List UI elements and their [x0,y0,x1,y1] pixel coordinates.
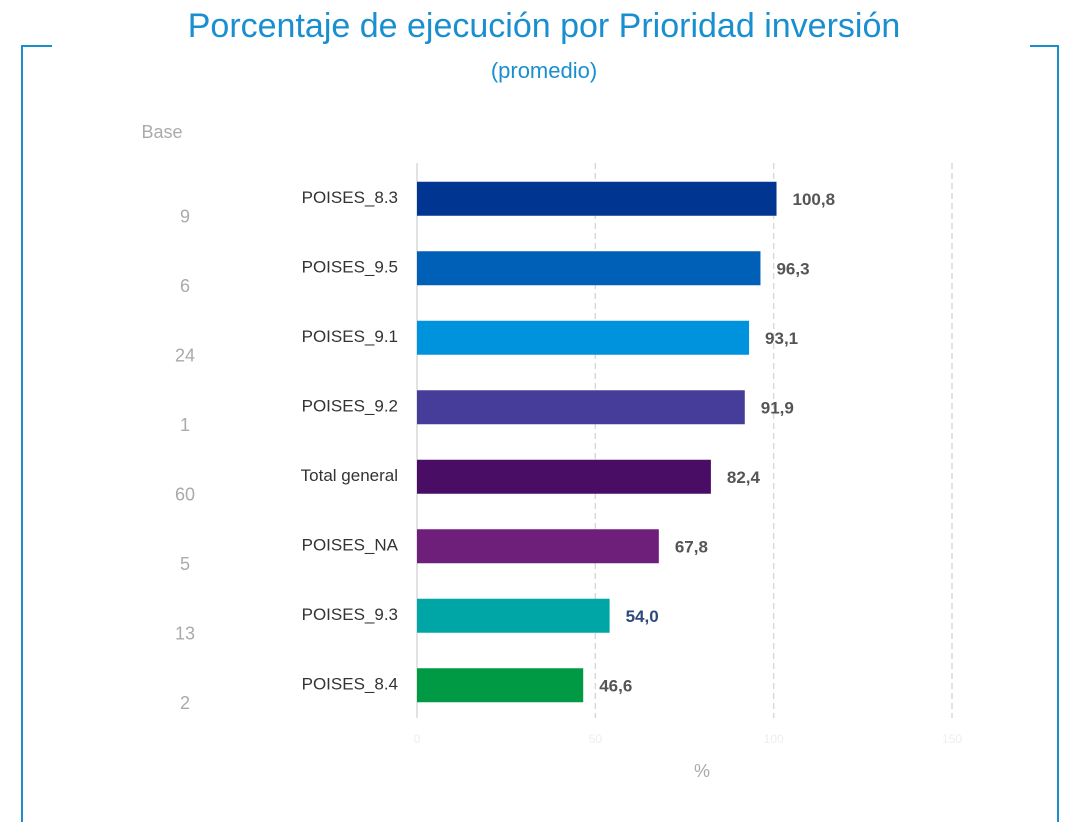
bar [417,529,659,564]
chart-subtitle: (promedio) [491,58,597,83]
base-value: 5 [180,554,190,574]
y-tick-label: POISES_9.5 [302,258,398,277]
base-value: 13 [175,624,195,644]
x-tick-label: 0 [414,732,421,746]
y-tick-label: POISES_8.3 [302,188,398,207]
y-tick-label: POISES_9.2 [302,397,398,416]
bar [417,459,711,494]
y-tick-label: POISES_NA [302,536,399,555]
value-label: 54,0 [626,607,659,626]
base-value: 2 [180,693,190,713]
bar [417,390,745,425]
value-label: 93,1 [765,329,798,348]
base-value: 60 [175,485,195,505]
y-tick-label: Total general [301,466,398,485]
x-axis-label: % [694,761,710,781]
chart-title: Porcentaje de ejecución por Prioridad in… [188,7,901,45]
frame-left [21,45,52,822]
x-tick-label: 50 [589,732,603,746]
value-label: 91,9 [761,399,794,418]
bar [417,320,750,355]
bar [417,668,584,703]
y-tick-label: POISES_9.3 [302,605,398,624]
y-tick-label: POISES_8.4 [302,675,398,694]
value-label: 67,8 [675,538,708,557]
x-tick-label: 150 [942,732,962,746]
value-label: 96,3 [776,260,809,279]
base-value: 6 [180,276,190,296]
base-value: 1 [180,415,190,435]
x-tick-label: 100 [764,732,784,746]
base-value: 24 [175,346,195,366]
frame-right [1030,45,1059,822]
bar [417,181,777,216]
bar [417,598,610,633]
base-header: Base [141,122,182,142]
base-value: 9 [180,207,190,227]
value-label: 46,6 [599,677,632,696]
value-label: 100,8 [793,190,836,209]
y-tick-label: POISES_9.1 [302,327,398,346]
bar [417,251,761,286]
value-label: 82,4 [727,468,761,487]
